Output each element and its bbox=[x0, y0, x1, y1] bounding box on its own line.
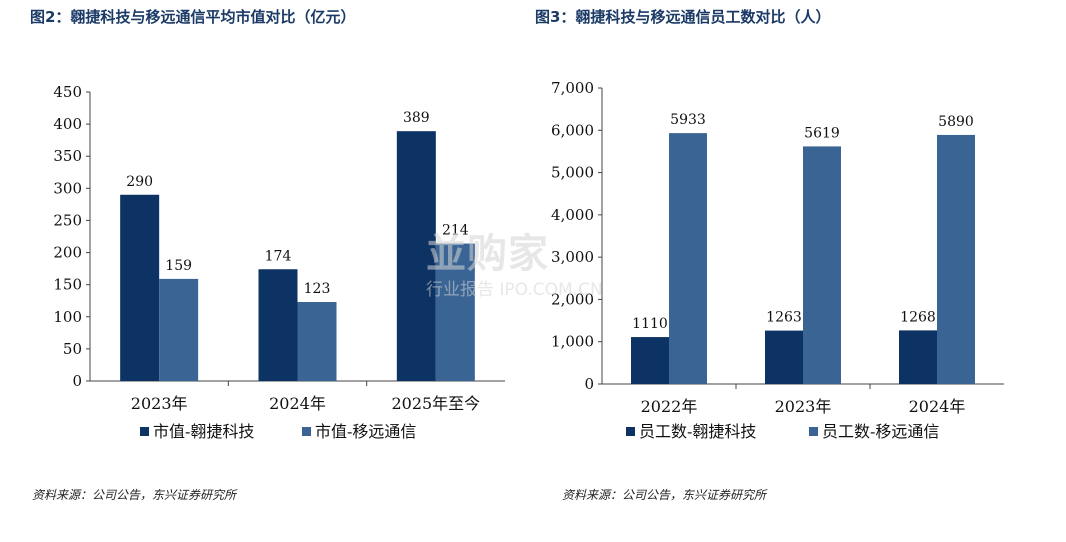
legend-swatch bbox=[626, 427, 635, 436]
data-label: 214 bbox=[442, 223, 469, 239]
x-category-label: 2023年 bbox=[775, 397, 832, 416]
y-tick-label: 300 bbox=[53, 179, 82, 197]
bar-series-2 bbox=[435, 243, 475, 381]
employee-count-bar-chart: 0 1,000 2,000 3,000 4,000 5,000 6,000 7,000 1110… bbox=[551, 79, 1004, 441]
y-tick-label: 7,000 bbox=[551, 79, 594, 97]
bar-series-2 bbox=[937, 134, 975, 384]
y-tick-label: 50 bbox=[63, 340, 82, 358]
data-label: 1110 bbox=[632, 316, 668, 332]
legend-label: 市值-翱捷科技 bbox=[153, 422, 254, 441]
y-tick-label: 400 bbox=[53, 115, 82, 133]
y-tick-label: 350 bbox=[53, 147, 82, 165]
y-tick-label: 4,000 bbox=[551, 206, 594, 224]
data-label: 1268 bbox=[900, 309, 936, 325]
bar-series-1 bbox=[396, 131, 436, 381]
legend-label: 员工数-移远通信 bbox=[822, 422, 939, 441]
market-value-bar-chart: 0 50 100 150 200 250 300 350 400 450 290 159 2023年 17… bbox=[53, 83, 505, 441]
legend-swatch bbox=[140, 427, 149, 436]
bar-series-2 bbox=[159, 278, 199, 381]
chart-right-source: 资料来源：公司公告，东兴证券研究所 bbox=[562, 488, 767, 502]
y-tick-label: 250 bbox=[53, 211, 82, 229]
bar-series-2 bbox=[803, 146, 841, 384]
y-tick-label: 450 bbox=[53, 83, 82, 101]
y-tick-label: 6,000 bbox=[551, 121, 594, 139]
bar-series-1 bbox=[765, 330, 803, 384]
x-category-label: 2025年至今 bbox=[391, 394, 480, 413]
data-label: 5933 bbox=[670, 112, 706, 128]
legend-label: 员工数-翱捷科技 bbox=[639, 422, 756, 441]
data-label: 159 bbox=[165, 258, 192, 274]
bar-series-2 bbox=[669, 133, 707, 384]
x-category-label: 2022年 bbox=[641, 397, 698, 416]
y-tick-label: 0 bbox=[72, 372, 82, 390]
y-tick-label: 100 bbox=[53, 308, 82, 326]
x-category-label: 2023年 bbox=[131, 394, 188, 413]
bar-series-2 bbox=[297, 302, 337, 381]
data-label: 389 bbox=[403, 110, 430, 126]
legend-swatch bbox=[302, 427, 311, 436]
bar-series-1 bbox=[258, 269, 298, 381]
data-label: 174 bbox=[265, 248, 292, 264]
data-label: 1263 bbox=[766, 310, 802, 326]
data-label: 5619 bbox=[804, 125, 840, 141]
chart-right-title: 图3：翱捷科技与移远通信员工数对比（人） bbox=[535, 8, 831, 26]
legend-label: 市值-移远通信 bbox=[315, 422, 416, 441]
y-tick-label: 0 bbox=[584, 375, 594, 393]
y-tick-label: 1,000 bbox=[551, 333, 594, 351]
data-label: 5890 bbox=[938, 114, 974, 130]
x-category-label: 2024年 bbox=[269, 394, 326, 413]
chart-left-title: 图2：翱捷科技与移远通信平均市值对比（亿元） bbox=[30, 8, 356, 26]
y-tick-label: 3,000 bbox=[551, 248, 594, 266]
legend-swatch bbox=[809, 427, 818, 436]
y-tick-label: 200 bbox=[53, 244, 82, 262]
data-label: 290 bbox=[126, 174, 153, 190]
bar-series-1 bbox=[631, 337, 669, 384]
bar-series-1 bbox=[899, 330, 937, 384]
y-tick-label: 5,000 bbox=[551, 164, 594, 182]
y-tick-label: 2,000 bbox=[551, 290, 594, 308]
x-category-label: 2024年 bbox=[909, 397, 966, 416]
data-label: 123 bbox=[304, 281, 331, 297]
y-tick-label: 150 bbox=[53, 276, 82, 294]
bar-series-1 bbox=[120, 194, 160, 381]
chart-left-source: 资料来源：公司公告，东兴证券研究所 bbox=[32, 488, 237, 502]
